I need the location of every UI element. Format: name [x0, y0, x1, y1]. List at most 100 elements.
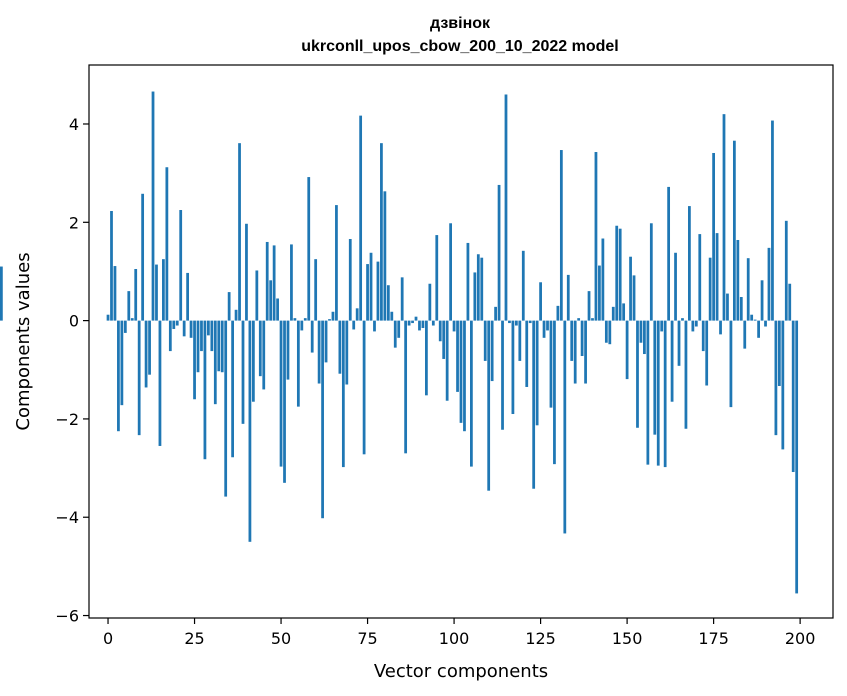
bar-80 — [383, 191, 387, 321]
chart-title-line-2: ukrconll_upos_cbow_200_10_2022 model — [301, 38, 618, 55]
bar-125 — [539, 282, 542, 321]
bar-103 — [463, 320, 466, 432]
bar-167 — [684, 320, 688, 429]
bar-198 — [791, 320, 795, 473]
y-axis-ticks: −6 −4 −2 0 2 4 — [55, 115, 89, 626]
bar-2 — [113, 266, 117, 321]
bar-90 — [418, 320, 421, 331]
bar-86 — [404, 320, 408, 454]
bar-27 — [200, 320, 203, 352]
bar-170 — [694, 320, 698, 327]
bar-46 — [265, 241, 269, 321]
bar-38 — [238, 143, 241, 321]
x-tick-label: 75 — [357, 629, 377, 648]
bar-186 — [750, 314, 754, 321]
y-tick-label: 0 — [69, 312, 79, 331]
bar-96 — [438, 320, 442, 342]
bar-180 — [729, 320, 733, 408]
bar-22 — [182, 320, 186, 337]
bar-115 — [504, 94, 508, 321]
y-tick-label: −6 — [55, 607, 79, 626]
bar-6 — [127, 291, 131, 321]
bar-17 — [165, 167, 169, 321]
bar-1 — [110, 210, 113, 321]
bar-160 — [660, 320, 664, 332]
bar-0 — [106, 314, 110, 321]
bar-9 — [137, 320, 141, 436]
bar-74 — [362, 320, 366, 455]
bar-43 — [255, 270, 259, 321]
bar-36 — [231, 320, 234, 458]
bar-20 — [175, 320, 179, 326]
bar-113 — [497, 184, 501, 321]
bar-102 — [459, 320, 463, 423]
plot-frame — [88, 64, 834, 619]
bar-140 — [591, 318, 594, 321]
bar-107 — [476, 254, 480, 321]
bar-84 — [397, 320, 401, 338]
bar-129 — [553, 320, 556, 465]
bar-49 — [276, 298, 279, 321]
bar-184 — [743, 320, 747, 349]
bar-18 — [168, 320, 172, 352]
bar-132 — [563, 320, 567, 534]
x-tick-label: 125 — [525, 629, 556, 648]
bar-159 — [656, 320, 660, 466]
bar-164 — [674, 252, 677, 321]
bar-55 — [296, 320, 300, 407]
bar-158 — [653, 320, 657, 435]
bar-133 — [566, 274, 570, 321]
bar-119 — [518, 320, 522, 361]
bar-42 — [251, 320, 255, 402]
bar-82 — [390, 311, 394, 321]
bar-168 — [688, 206, 691, 321]
bar-124 — [535, 320, 539, 426]
bar-19 — [172, 320, 176, 329]
bar-79 — [380, 143, 383, 321]
bar-142 — [598, 265, 601, 321]
bar-123 — [532, 320, 536, 489]
bar-126 — [542, 320, 546, 338]
bar-67 — [338, 320, 342, 374]
bar-10 — [141, 193, 145, 321]
bar-28 — [203, 320, 207, 460]
bar-183 — [739, 297, 743, 321]
bar-152 — [632, 275, 636, 321]
bar-87 — [407, 320, 411, 326]
bar-172 — [701, 320, 705, 352]
bar-110 — [487, 320, 491, 491]
bar-134 — [570, 320, 574, 361]
bar-35 — [227, 292, 231, 321]
bar-98 — [445, 320, 449, 401]
bar-97 — [442, 320, 446, 359]
bar-61 — [317, 320, 321, 384]
bar-5 — [123, 320, 127, 333]
x-tick-label: 100 — [439, 629, 470, 648]
bar-154 — [639, 320, 643, 343]
bar-40 — [245, 223, 248, 321]
y-tick-label: 4 — [69, 115, 79, 134]
bar-48 — [272, 245, 276, 321]
bar-undefined — [0, 266, 3, 321]
bar-60 — [314, 259, 318, 321]
bar-99 — [449, 223, 452, 321]
x-tick-label: 150 — [612, 629, 643, 648]
bar-70 — [348, 239, 352, 321]
bars-group — [0, 91, 799, 594]
bar-101 — [456, 320, 459, 392]
x-tick-label: 200 — [785, 629, 816, 648]
bar-193 — [774, 320, 778, 436]
bar-139 — [587, 291, 591, 321]
bar-71 — [352, 320, 356, 330]
bar-11 — [144, 320, 148, 388]
bar-73 — [359, 115, 363, 321]
bar-50 — [279, 320, 283, 467]
bar-112 — [494, 306, 497, 321]
bar-143 — [601, 238, 605, 321]
bar-64 — [328, 319, 331, 321]
bar-156 — [646, 320, 650, 465]
bar-182 — [736, 239, 740, 321]
bar-146 — [611, 306, 615, 321]
